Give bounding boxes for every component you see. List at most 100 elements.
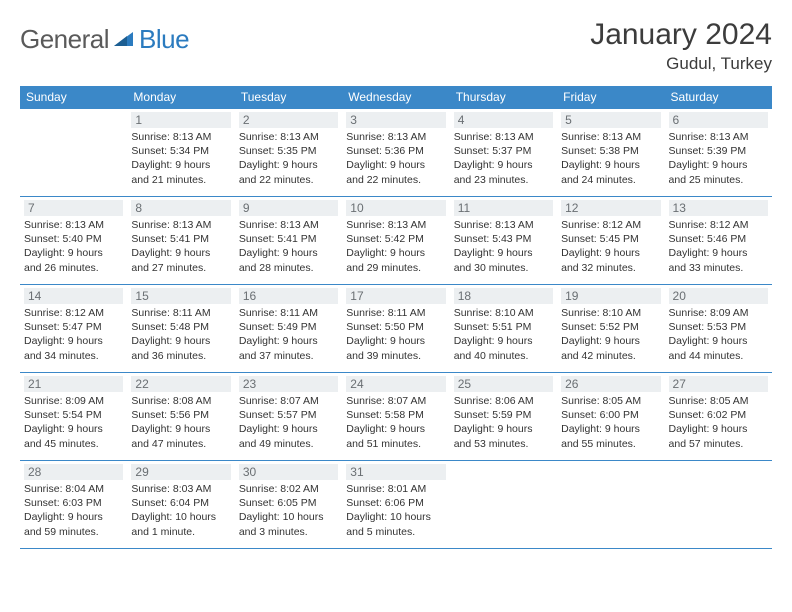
daylight-text-1: Daylight: 9 hours bbox=[346, 334, 445, 348]
sunset-text: Sunset: 5:39 PM bbox=[669, 144, 768, 158]
calendar-cell: 22Sunrise: 8:08 AMSunset: 5:56 PMDayligh… bbox=[127, 373, 234, 461]
sunrise-text: Sunrise: 8:05 AM bbox=[669, 394, 768, 408]
weekday-header: Sunday bbox=[20, 86, 127, 109]
day-content: Sunrise: 8:11 AMSunset: 5:50 PMDaylight:… bbox=[346, 306, 445, 363]
daylight-text-1: Daylight: 9 hours bbox=[346, 422, 445, 436]
daylight-text-1: Daylight: 9 hours bbox=[24, 246, 123, 260]
calendar-cell: 1Sunrise: 8:13 AMSunset: 5:34 PMDaylight… bbox=[127, 109, 234, 197]
day-content: Sunrise: 8:12 AMSunset: 5:46 PMDaylight:… bbox=[669, 218, 768, 275]
day-number: 11 bbox=[454, 200, 553, 216]
daylight-text-2: and 3 minutes. bbox=[239, 525, 338, 539]
sunrise-text: Sunrise: 8:13 AM bbox=[346, 130, 445, 144]
calendar-cell: 2Sunrise: 8:13 AMSunset: 5:35 PMDaylight… bbox=[235, 109, 342, 197]
daylight-text-2: and 22 minutes. bbox=[346, 173, 445, 187]
weekday-header: Wednesday bbox=[342, 86, 449, 109]
daylight-text-1: Daylight: 10 hours bbox=[131, 510, 230, 524]
day-content: Sunrise: 8:01 AMSunset: 6:06 PMDaylight:… bbox=[346, 482, 445, 539]
calendar-cell: 17Sunrise: 8:11 AMSunset: 5:50 PMDayligh… bbox=[342, 285, 449, 373]
daylight-text-2: and 51 minutes. bbox=[346, 437, 445, 451]
daylight-text-2: and 53 minutes. bbox=[454, 437, 553, 451]
daylight-text-1: Daylight: 9 hours bbox=[561, 246, 660, 260]
daylight-text-2: and 23 minutes. bbox=[454, 173, 553, 187]
day-number: 19 bbox=[561, 288, 660, 304]
daylight-text-2: and 21 minutes. bbox=[131, 173, 230, 187]
sunset-text: Sunset: 5:35 PM bbox=[239, 144, 338, 158]
logo-mark-icon bbox=[113, 26, 135, 53]
day-content: Sunrise: 8:10 AMSunset: 5:52 PMDaylight:… bbox=[561, 306, 660, 363]
day-number: 5 bbox=[561, 112, 660, 128]
day-number: 14 bbox=[24, 288, 123, 304]
daylight-text-2: and 39 minutes. bbox=[346, 349, 445, 363]
daylight-text-2: and 36 minutes. bbox=[131, 349, 230, 363]
sunrise-text: Sunrise: 8:06 AM bbox=[454, 394, 553, 408]
calendar-cell: 5Sunrise: 8:13 AMSunset: 5:38 PMDaylight… bbox=[557, 109, 664, 197]
daylight-text-1: Daylight: 9 hours bbox=[669, 246, 768, 260]
sunset-text: Sunset: 5:41 PM bbox=[239, 232, 338, 246]
daylight-text-1: Daylight: 9 hours bbox=[239, 334, 338, 348]
daylight-text-1: Daylight: 9 hours bbox=[669, 334, 768, 348]
sunrise-text: Sunrise: 8:12 AM bbox=[561, 218, 660, 232]
daylight-text-1: Daylight: 9 hours bbox=[131, 246, 230, 260]
sunrise-text: Sunrise: 8:12 AM bbox=[669, 218, 768, 232]
daylight-text-2: and 1 minute. bbox=[131, 525, 230, 539]
day-number: 29 bbox=[131, 464, 230, 480]
daylight-text-2: and 33 minutes. bbox=[669, 261, 768, 275]
day-number: 21 bbox=[24, 376, 123, 392]
calendar-cell: 29 Sunrise: 8:03 AMSunset: 6:04 PMDayligh… bbox=[127, 461, 234, 549]
sunset-text: Sunset: 5:37 PM bbox=[454, 144, 553, 158]
daylight-text-1: Daylight: 9 hours bbox=[561, 334, 660, 348]
sunset-text: Sunset: 5:47 PM bbox=[24, 320, 123, 334]
sunset-text: Sunset: 6:06 PM bbox=[346, 496, 445, 510]
daylight-text-2: and 59 minutes. bbox=[24, 525, 123, 539]
calendar-cell: 11Sunrise: 8:13 AMSunset: 5:43 PMDayligh… bbox=[450, 197, 557, 285]
sunset-text: Sunset: 5:57 PM bbox=[239, 408, 338, 422]
calendar-cell: 21 Sunrise: 8:09 AMSunset: 5:54 PMDayligh… bbox=[20, 373, 127, 461]
daylight-text-1: Daylight: 9 hours bbox=[454, 334, 553, 348]
sunset-text: Sunset: 5:48 PM bbox=[131, 320, 230, 334]
daylight-text-1: Daylight: 9 hours bbox=[669, 158, 768, 172]
day-content: Sunrise: 8:08 AMSunset: 5:56 PMDaylight:… bbox=[131, 394, 230, 451]
calendar-row: 28Sunrise: 8:04 AMSunset: 6:03 PMDayligh… bbox=[20, 461, 772, 549]
day-content: Sunrise: 8:03 AMSunset: 6:04 PMDaylight:… bbox=[131, 482, 230, 539]
day-number: 25 bbox=[454, 376, 553, 392]
calendar-cell: 28Sunrise: 8:04 AMSunset: 6:03 PMDayligh… bbox=[20, 461, 127, 549]
weekday-header: Thursday bbox=[450, 86, 557, 109]
day-number: 1 bbox=[131, 112, 230, 128]
day-content: Sunrise: 8:10 AMSunset: 5:51 PMDaylight:… bbox=[454, 306, 553, 363]
daylight-text-1: Daylight: 9 hours bbox=[561, 158, 660, 172]
day-content: Sunrise: 8:13 AMSunset: 5:39 PMDaylight:… bbox=[669, 130, 768, 187]
header: General Blue January 2024 Gudul, Turkey bbox=[20, 18, 772, 74]
logo: General Blue bbox=[20, 24, 189, 55]
sunrise-text: Sunrise: 8:09 AM bbox=[24, 394, 123, 408]
calendar-cell: 18Sunrise: 8:10 AMSunset: 5:51 PMDayligh… bbox=[450, 285, 557, 373]
day-content: Sunrise: 8:09 AMSunset: 5:54 PMDaylight:… bbox=[24, 394, 123, 451]
sunset-text: Sunset: 5:59 PM bbox=[454, 408, 553, 422]
calendar-cell: 20Sunrise: 8:09 AMSunset: 5:53 PMDayligh… bbox=[665, 285, 772, 373]
day-content: Sunrise: 8:13 AMSunset: 5:41 PMDaylight:… bbox=[131, 218, 230, 275]
calendar-cell: 15Sunrise: 8:11 AMSunset: 5:48 PMDayligh… bbox=[127, 285, 234, 373]
daylight-text-2: and 28 minutes. bbox=[239, 261, 338, 275]
sunset-text: Sunset: 5:41 PM bbox=[131, 232, 230, 246]
day-content: Sunrise: 8:13 AMSunset: 5:41 PMDaylight:… bbox=[239, 218, 338, 275]
daylight-text-2: and 32 minutes. bbox=[561, 261, 660, 275]
sunset-text: Sunset: 5:49 PM bbox=[239, 320, 338, 334]
sunrise-text: Sunrise: 8:13 AM bbox=[561, 130, 660, 144]
daylight-text-2: and 30 minutes. bbox=[454, 261, 553, 275]
sunset-text: Sunset: 5:40 PM bbox=[24, 232, 123, 246]
day-number: 16 bbox=[239, 288, 338, 304]
daylight-text-1: Daylight: 9 hours bbox=[454, 246, 553, 260]
calendar-cell: 13Sunrise: 8:12 AMSunset: 5:46 PMDayligh… bbox=[665, 197, 772, 285]
day-content: Sunrise: 8:11 AMSunset: 5:48 PMDaylight:… bbox=[131, 306, 230, 363]
sunrise-text: Sunrise: 8:09 AM bbox=[669, 306, 768, 320]
day-number: 27 bbox=[669, 376, 768, 392]
daylight-text-1: Daylight: 9 hours bbox=[24, 422, 123, 436]
calendar-row: 1Sunrise: 8:13 AMSunset: 5:34 PMDaylight… bbox=[20, 109, 772, 197]
sunrise-text: Sunrise: 8:13 AM bbox=[454, 130, 553, 144]
sunrise-text: Sunrise: 8:08 AM bbox=[131, 394, 230, 408]
calendar-cell: 10Sunrise: 8:13 AMSunset: 5:42 PMDayligh… bbox=[342, 197, 449, 285]
daylight-text-2: and 37 minutes. bbox=[239, 349, 338, 363]
sunrise-text: Sunrise: 8:11 AM bbox=[346, 306, 445, 320]
day-number: 20 bbox=[669, 288, 768, 304]
day-content: Sunrise: 8:13 AMSunset: 5:36 PMDaylight:… bbox=[346, 130, 445, 187]
daylight-text-2: and 44 minutes. bbox=[669, 349, 768, 363]
